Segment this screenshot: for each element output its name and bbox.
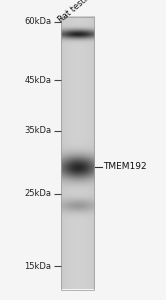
Text: Rat testis: Rat testis xyxy=(56,0,92,25)
Text: 25kDa: 25kDa xyxy=(24,189,51,198)
Text: 35kDa: 35kDa xyxy=(24,126,51,135)
Text: 15kDa: 15kDa xyxy=(24,262,51,271)
Text: 45kDa: 45kDa xyxy=(24,76,51,85)
Bar xyxy=(61,16,94,290)
Text: 60kDa: 60kDa xyxy=(24,17,51,26)
Text: TMEM192: TMEM192 xyxy=(103,162,147,171)
